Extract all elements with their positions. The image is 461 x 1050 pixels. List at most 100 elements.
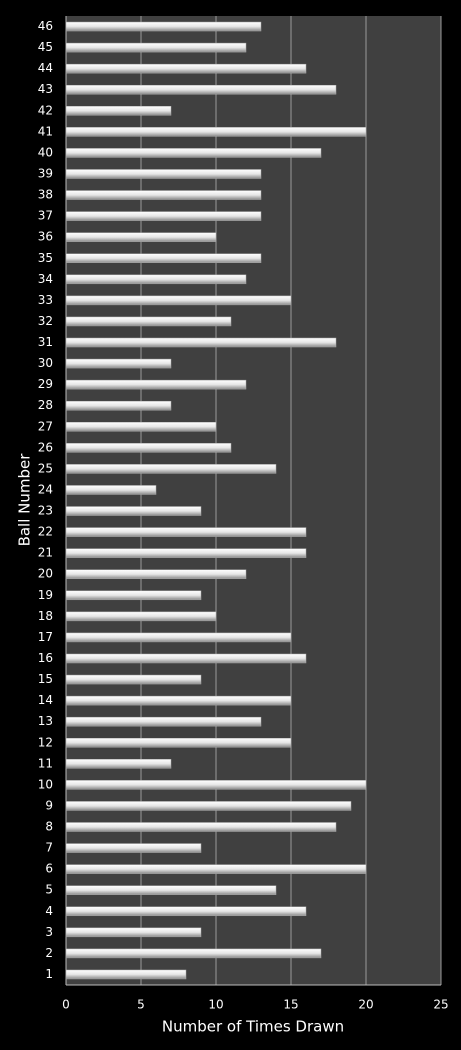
y-tick-label: 39 <box>38 166 53 180</box>
bar <box>65 927 202 938</box>
bar <box>65 295 292 306</box>
y-tick-label: 43 <box>38 82 53 96</box>
y-tick-label: 46 <box>38 19 53 33</box>
y-tick-label: 25 <box>38 461 53 475</box>
bar <box>65 21 262 32</box>
y-tick-label: 20 <box>38 567 53 581</box>
y-tick-label: 27 <box>38 419 53 433</box>
y-tick-label: 34 <box>38 272 53 286</box>
bar <box>65 443 232 453</box>
y-tick-label: 4 <box>45 904 53 918</box>
y-tick-label: 41 <box>38 124 53 138</box>
bar <box>65 232 217 242</box>
bar <box>65 969 187 980</box>
bar <box>65 590 202 601</box>
y-tick-label: 28 <box>38 398 53 412</box>
y-tick-label: 22 <box>38 525 53 539</box>
bar <box>65 148 322 158</box>
bar <box>65 190 262 200</box>
bar <box>65 316 232 327</box>
bar <box>65 169 262 179</box>
y-tick-label: 2 <box>45 946 53 960</box>
bar <box>65 716 262 727</box>
y-tick-label: 9 <box>45 798 53 812</box>
bar <box>65 695 292 706</box>
bar <box>65 379 247 390</box>
bar <box>65 506 202 516</box>
y-tick-label: 42 <box>38 103 53 117</box>
bar <box>65 759 172 769</box>
bar <box>65 42 247 53</box>
x-tick-label: 25 <box>433 998 448 1012</box>
bar <box>65 274 247 285</box>
bar <box>65 569 247 579</box>
y-tick-label: 16 <box>38 651 53 665</box>
y-tick-label: 19 <box>38 588 53 602</box>
y-tick-label: 13 <box>38 714 53 728</box>
y-tick-label: 18 <box>38 609 53 623</box>
y-tick-label: 12 <box>38 735 53 749</box>
bar <box>65 906 307 917</box>
y-tick-label: 37 <box>38 209 53 223</box>
y-tick-label: 15 <box>38 672 53 686</box>
bar <box>65 337 337 348</box>
y-tick-label: 44 <box>38 61 53 75</box>
y-tick-label: 26 <box>38 440 53 454</box>
y-tick-label: 8 <box>45 820 53 834</box>
bar <box>65 400 172 411</box>
y-tick-label: 38 <box>38 188 53 202</box>
bar <box>65 84 337 95</box>
bar <box>65 780 367 790</box>
x-tick-label: 20 <box>358 998 373 1012</box>
bar <box>65 485 157 495</box>
x-tick-label: 15 <box>283 998 298 1012</box>
bar <box>65 63 307 74</box>
bar <box>65 253 262 263</box>
y-tick-label: 5 <box>45 883 53 897</box>
y-tick-label: 30 <box>38 356 53 370</box>
bar <box>65 885 277 895</box>
y-tick-label: 14 <box>38 693 53 707</box>
y-tick-label: 7 <box>45 841 53 855</box>
bar <box>65 211 262 221</box>
bar <box>65 611 217 622</box>
x-tick-label: 10 <box>208 998 223 1012</box>
y-tick-label: 17 <box>38 630 53 644</box>
bar <box>65 632 292 643</box>
y-tick-label: 33 <box>38 293 53 307</box>
bar <box>65 422 217 432</box>
bar <box>65 358 172 369</box>
bar <box>65 738 292 748</box>
bar <box>65 822 337 832</box>
y-tick-label: 21 <box>38 546 53 560</box>
y-tick-label: 1 <box>45 967 53 981</box>
bar <box>65 843 202 853</box>
bar <box>65 948 322 959</box>
bar <box>65 127 367 137</box>
y-tick-label: 10 <box>38 777 53 791</box>
y-tick-label: 31 <box>38 335 53 349</box>
y-tick-label: 29 <box>38 377 53 391</box>
y-tick-label: 36 <box>38 230 53 244</box>
x-tick-label: 0 <box>62 998 70 1012</box>
bar <box>65 864 367 874</box>
bar <box>65 801 352 811</box>
y-tick-label: 23 <box>38 504 53 518</box>
x-tick-label: 5 <box>137 998 145 1012</box>
y-tick-label: 11 <box>38 756 53 770</box>
y-tick-label: 35 <box>38 251 53 265</box>
y-axis-title: Ball Number <box>16 453 34 547</box>
bar <box>65 464 277 474</box>
plot-area <box>66 16 441 985</box>
bar <box>65 674 202 685</box>
y-tick-label: 32 <box>38 314 53 328</box>
y-tick-label: 45 <box>38 40 53 54</box>
y-tick-label: 3 <box>45 925 53 939</box>
bar <box>65 653 307 664</box>
y-tick-label: 6 <box>45 862 53 876</box>
y-tick-label: 24 <box>38 482 53 496</box>
y-tick-label: 40 <box>38 145 53 159</box>
x-axis-title: Number of Times Drawn <box>162 1018 344 1036</box>
bar <box>65 548 307 558</box>
